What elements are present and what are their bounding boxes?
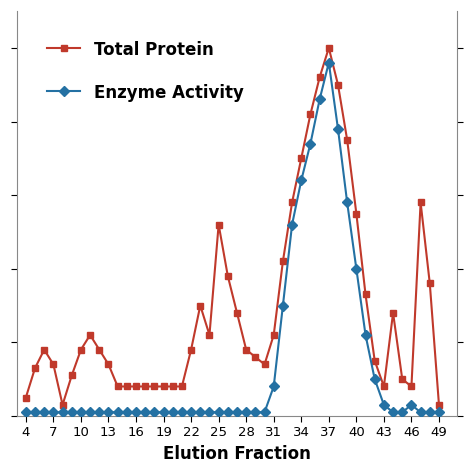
Total Protein [142,383,148,389]
Enzyme Activity [124,410,130,415]
X-axis label: Elution Fraction: Elution Fraction [163,445,311,463]
Total Protein [243,347,249,353]
Total Protein [436,402,442,408]
Enzyme Activity [243,410,249,415]
Enzyme Activity [381,402,387,408]
Total Protein [207,332,212,338]
Legend: Total Protein, Enzyme Activity: Total Protein, Enzyme Activity [34,27,257,115]
Enzyme Activity [152,410,157,415]
Total Protein [41,347,47,353]
Enzyme Activity [354,266,359,272]
Enzyme Activity [427,410,433,415]
Enzyme Activity [161,410,166,415]
Enzyme Activity [299,178,304,183]
Enzyme Activity [308,141,313,146]
Enzyme Activity [106,410,111,415]
Total Protein [381,383,387,389]
Enzyme Activity [115,410,120,415]
Enzyme Activity [96,410,102,415]
Enzyme Activity [280,303,286,309]
Enzyme Activity [289,222,295,228]
Enzyme Activity [225,410,231,415]
Total Protein [170,383,175,389]
Total Protein [280,258,286,264]
Total Protein [372,358,378,364]
Total Protein [354,210,359,216]
Total Protein [409,383,414,389]
Enzyme Activity [326,60,332,65]
Enzyme Activity [335,126,341,132]
Enzyme Activity [41,410,47,415]
Enzyme Activity [234,410,240,415]
Total Protein [308,111,313,117]
Enzyme Activity [69,410,74,415]
Total Protein [78,347,84,353]
Total Protein [390,310,396,316]
Total Protein [262,362,267,367]
Total Protein [60,402,65,408]
Total Protein [96,347,102,353]
Enzyme Activity [253,410,258,415]
Total Protein [69,373,74,378]
Total Protein [115,383,120,389]
Total Protein [179,383,185,389]
Total Protein [23,395,29,401]
Enzyme Activity [60,410,65,415]
Enzyme Activity [372,376,378,382]
Total Protein [427,281,433,286]
Enzyme Activity [23,410,29,415]
Enzyme Activity [133,410,139,415]
Enzyme Activity [170,410,175,415]
Enzyme Activity [390,410,396,415]
Total Protein [133,383,139,389]
Enzyme Activity [344,200,350,205]
Total Protein [124,383,130,389]
Enzyme Activity [87,410,93,415]
Enzyme Activity [317,97,322,102]
Enzyme Activity [179,410,185,415]
Total Protein [418,200,423,205]
Enzyme Activity [188,410,194,415]
Total Protein [152,383,157,389]
Enzyme Activity [32,410,38,415]
Total Protein [198,303,203,309]
Total Protein [344,137,350,143]
Total Protein [216,222,221,228]
Enzyme Activity [400,410,405,415]
Total Protein [51,362,56,367]
Enzyme Activity [78,410,84,415]
Enzyme Activity [207,410,212,415]
Total Protein [225,273,231,279]
Total Protein [161,383,166,389]
Total Protein [289,200,295,205]
Total Protein [188,347,194,353]
Total Protein [317,74,322,80]
Enzyme Activity [216,410,221,415]
Total Protein [363,292,368,297]
Total Protein [335,82,341,88]
Total Protein [271,332,276,338]
Total Protein [87,332,93,338]
Total Protein [32,365,38,371]
Enzyme Activity [262,410,267,415]
Line: Total Protein: Total Protein [22,45,442,408]
Enzyme Activity [363,332,368,338]
Total Protein [234,310,240,316]
Enzyme Activity [409,402,414,408]
Total Protein [326,45,332,51]
Enzyme Activity [436,410,442,415]
Total Protein [299,155,304,161]
Total Protein [253,354,258,360]
Total Protein [400,376,405,382]
Enzyme Activity [418,410,423,415]
Enzyme Activity [271,383,276,389]
Enzyme Activity [198,410,203,415]
Enzyme Activity [51,410,56,415]
Total Protein [106,362,111,367]
Line: Enzyme Activity: Enzyme Activity [22,59,442,416]
Enzyme Activity [142,410,148,415]
